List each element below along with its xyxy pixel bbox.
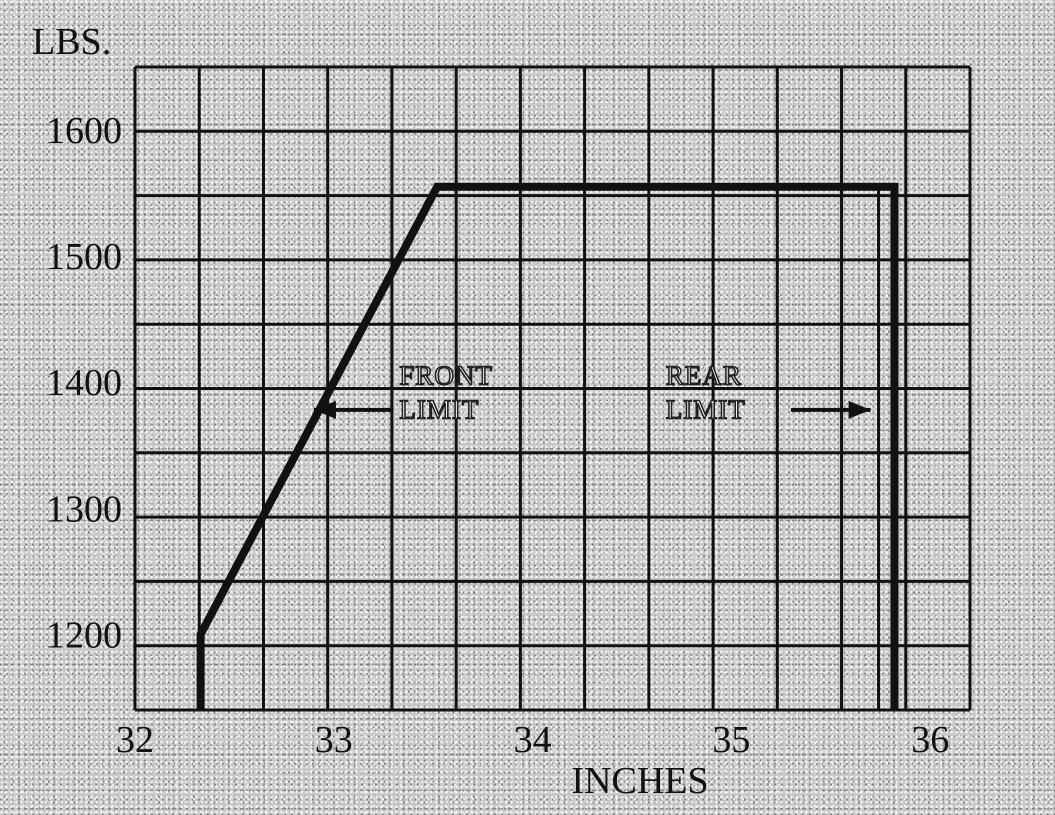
y-tick-label: 1400	[46, 362, 122, 404]
x-tick-label: 34	[514, 719, 552, 761]
x-tick-label: 32	[116, 719, 154, 761]
x-tick-label: 36	[911, 719, 949, 761]
y-tick-label: 1200	[46, 614, 122, 656]
front-limit-label: FRONT	[399, 361, 493, 391]
x-tick-label: 33	[315, 719, 353, 761]
annotations: FRONT LIMIT REAR LIMIT	[313, 360, 871, 426]
grid	[133, 65, 972, 712]
y-tick-label: 1600	[46, 110, 122, 152]
envelope-line	[196, 182, 899, 710]
rear-limit-label: REAR	[666, 361, 742, 391]
y-axis-label: LBS.	[32, 21, 111, 63]
x-axis-label: INCHES	[571, 760, 708, 802]
arrow-head-icon	[313, 400, 336, 419]
rear-limit-label: LIMIT	[666, 395, 746, 425]
tick-labels: 32 33 34 35 36 1200 1300 1400 1500 1600	[46, 110, 949, 761]
x-tick-label: 35	[712, 719, 750, 761]
y-tick-label: 1300	[46, 488, 122, 530]
arrow-head-icon	[848, 400, 871, 419]
envelope-series	[196, 182, 899, 710]
front-limit-label: LIMIT	[399, 395, 479, 425]
y-tick-label: 1500	[46, 236, 122, 278]
